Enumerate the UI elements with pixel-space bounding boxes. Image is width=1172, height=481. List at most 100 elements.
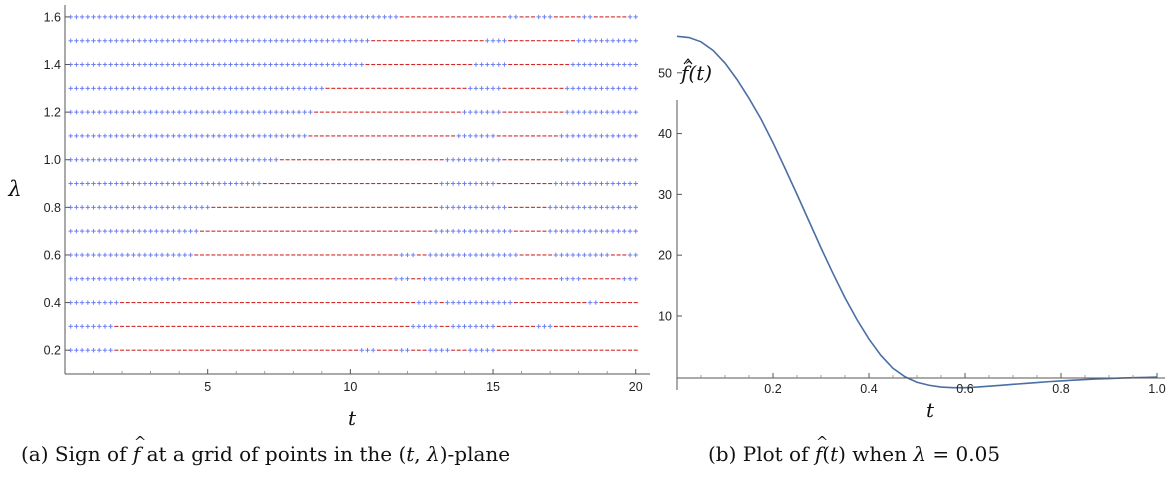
positive-point: [131, 252, 136, 258]
positive-point: [604, 205, 610, 210]
positive-point: [610, 38, 616, 43]
positive-point: [131, 38, 136, 43]
positive-point: [194, 157, 199, 162]
positive-point: [79, 276, 85, 281]
positive-point: [279, 38, 285, 43]
positive-point: [216, 133, 222, 139]
positive-point: [616, 86, 621, 91]
positive-point: [159, 157, 165, 162]
positive-point: [513, 276, 519, 281]
positive-point: [296, 109, 302, 115]
positive-point: [627, 38, 633, 43]
positive-point: [142, 38, 148, 43]
positive-point: [228, 157, 233, 162]
positive-point: [108, 205, 113, 210]
positive-point: [462, 133, 467, 139]
positive-point: [262, 38, 267, 43]
positive-point: [422, 300, 427, 305]
positive-point: [148, 157, 153, 162]
positive-point: [239, 181, 245, 186]
positive-point: [593, 300, 598, 305]
positive-point: [125, 62, 130, 67]
positive-point: [74, 347, 79, 353]
positive-point: [142, 14, 148, 20]
positive-point: [256, 181, 262, 186]
positive-point: [199, 133, 205, 139]
positive-point: [302, 62, 307, 67]
positive-point: [450, 228, 456, 234]
positive-point: [399, 347, 404, 353]
positive-point: [245, 157, 250, 162]
positive-point: [496, 205, 501, 210]
caption-a-lambda: λ: [427, 442, 440, 466]
positive-point: [633, 14, 638, 20]
positive-point: [211, 38, 216, 43]
positive-point: [102, 14, 108, 20]
positive-point: [239, 157, 245, 162]
positive-point: [542, 324, 547, 329]
positive-point: [490, 109, 496, 115]
positive-point: [490, 38, 496, 43]
positive-point: [234, 181, 239, 186]
positive-point: [422, 276, 427, 281]
positive-point: [108, 86, 113, 91]
positive-point: [468, 86, 473, 91]
positive-point: [85, 300, 91, 305]
positive-point: [445, 252, 450, 258]
positive-point: [622, 157, 627, 162]
positive-point: [582, 86, 587, 91]
positive-point: [582, 205, 587, 210]
positive-point: [445, 205, 450, 210]
positive-point: [119, 276, 125, 281]
chart-b-x-tick-label: 0.6: [956, 382, 973, 396]
positive-point: [496, 276, 501, 281]
positive-point: [485, 347, 490, 353]
positive-point: [234, 133, 239, 139]
positive-point: [136, 228, 142, 234]
positive-point: [256, 62, 262, 67]
positive-point: [262, 62, 267, 67]
positive-point: [513, 252, 519, 258]
positive-point: [102, 205, 108, 210]
positive-point: [171, 252, 176, 258]
grid-row: [68, 133, 638, 139]
positive-point: [91, 181, 96, 186]
positive-point: [79, 133, 85, 139]
positive-point: [399, 252, 404, 258]
positive-point: [582, 109, 587, 115]
positive-point: [325, 38, 330, 43]
positive-point: [616, 109, 621, 115]
positive-point: [251, 86, 256, 91]
positive-point: [462, 228, 467, 234]
positive-point: [74, 157, 79, 162]
chart-b-y-tick-label: 30: [658, 188, 672, 202]
positive-point: [171, 276, 176, 281]
positive-point: [216, 62, 222, 67]
positive-point: [331, 62, 336, 67]
positive-point: [285, 133, 290, 139]
chart-b-y-label-text: f̂(t): [679, 61, 712, 85]
positive-point: [462, 300, 467, 305]
positive-point: [336, 14, 342, 20]
positive-point: [256, 14, 262, 20]
positive-point: [610, 157, 616, 162]
positive-point: [439, 205, 444, 210]
positive-point: [136, 276, 142, 281]
positive-point: [445, 181, 450, 186]
positive-point: [85, 157, 91, 162]
positive-point: [479, 300, 484, 305]
positive-point: [114, 157, 119, 162]
positive-point: [376, 14, 382, 20]
positive-point: [165, 228, 170, 234]
positive-point: [291, 38, 296, 43]
positive-point: [285, 62, 290, 67]
positive-point: [565, 276, 570, 281]
positive-point: [216, 181, 222, 186]
positive-point: [216, 14, 222, 20]
caption-b-value: = 0.05: [926, 442, 1001, 466]
positive-point: [205, 205, 210, 210]
positive-point: [633, 228, 638, 234]
positive-point: [251, 14, 256, 20]
positive-point: [604, 157, 610, 162]
chart-b-y-tick-label: 40: [658, 127, 672, 141]
